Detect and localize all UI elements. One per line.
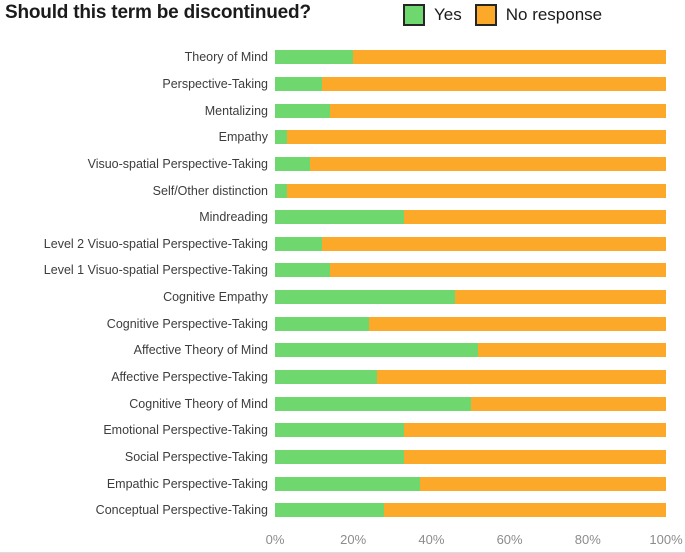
- bar-segment-no-response: [275, 210, 666, 225]
- category-label: Cognitive Empathy: [163, 290, 268, 305]
- x-axis: 0% 20% 40% 60% 80% 100%: [0, 532, 685, 550]
- category-label: Affective Theory of Mind: [133, 343, 268, 358]
- bar-segment-no-response: [275, 476, 666, 491]
- legend-swatch-yes: [403, 4, 425, 26]
- bar-segment-yes: [275, 50, 354, 65]
- bar-segment-yes: [275, 156, 311, 171]
- category-label: Empathy: [218, 130, 268, 145]
- chart-title: Should this term be discontinued?: [5, 2, 311, 23]
- bar-row: Level 2 Visuo-spatial Perspective-Taking: [0, 230, 685, 257]
- bar-segment-no-response: [275, 76, 666, 91]
- bar-segment-yes: [275, 76, 322, 91]
- bar-segment-yes: [275, 476, 420, 491]
- bars-area: Theory of Mind Perspective-Taking Mentaliz…: [0, 44, 685, 524]
- bar-row: Mindreading: [0, 204, 685, 231]
- category-label: Conceptual Perspective-Taking: [95, 503, 268, 518]
- bar-segment-no-response: [275, 236, 666, 251]
- bar-segment-no-response: [275, 423, 666, 438]
- bar-row: Cognitive Theory of Mind: [0, 390, 685, 417]
- bar-segment-no-response: [275, 50, 666, 65]
- category-label: Theory of Mind: [184, 50, 268, 65]
- bar-segment-yes: [275, 183, 287, 198]
- bar-segment-yes: [275, 503, 385, 518]
- bar-row: Self/Other distinction: [0, 177, 685, 204]
- category-label: Social Perspective-Taking: [124, 449, 268, 464]
- bar-row: Level 1 Visuo-spatial Perspective-Taking: [0, 257, 685, 284]
- x-axis-tick: 40%: [418, 532, 445, 547]
- category-label: Self/Other distinction: [152, 183, 268, 198]
- bar-row: Visuo-spatial Perspective-Taking: [0, 151, 685, 178]
- bar-segment-yes: [275, 236, 322, 251]
- x-axis-tick: 0%: [265, 532, 285, 547]
- bar-row: Social Perspective-Taking: [0, 444, 685, 471]
- legend-label-yes: Yes: [434, 5, 462, 24]
- bar-segment-no-response: [275, 396, 666, 411]
- bar-segment-yes: [275, 343, 479, 358]
- bar-segment-no-response: [275, 263, 666, 278]
- bar-segment-yes: [275, 423, 405, 438]
- bar-row: Theory of Mind: [0, 44, 685, 71]
- bar-segment-yes: [275, 316, 369, 331]
- bar-row: Emotional Perspective-Taking: [0, 417, 685, 444]
- bar-segment-yes: [275, 370, 377, 384]
- bar-row: Affective Theory of Mind: [0, 337, 685, 364]
- category-label: Mindreading: [199, 210, 268, 225]
- bar-segment-no-response: [275, 103, 666, 118]
- bar-segment-no-response: [275, 290, 666, 305]
- category-label: Perspective-Taking: [162, 76, 268, 91]
- legend: Yes No response: [403, 4, 615, 26]
- bar-row: Affective Perspective-Taking: [0, 364, 685, 391]
- category-label: Level 2 Visuo-spatial Perspective-Taking: [43, 236, 268, 251]
- category-label: Level 1 Visuo-spatial Perspective-Taking: [43, 263, 268, 278]
- bar-segment-no-response: [275, 156, 666, 171]
- bar-row: Cognitive Empathy: [0, 284, 685, 311]
- bar-segment-no-response: [275, 449, 666, 464]
- bar-row: Empathic Perspective-Taking: [0, 470, 685, 497]
- x-axis-tick: 100%: [649, 532, 683, 547]
- bar-segment-no-response: [275, 316, 666, 331]
- bar-segment-yes: [275, 290, 455, 305]
- bar-segment-yes: [275, 103, 330, 118]
- bar-segment-no-response: [275, 130, 666, 145]
- x-axis-tick: 20%: [340, 532, 367, 547]
- bar-segment-no-response: [275, 503, 666, 518]
- bar-row: Empathy: [0, 124, 685, 151]
- x-axis-tick: 60%: [496, 532, 523, 547]
- bar-segment-yes: [275, 263, 330, 278]
- legend-label-no-response: No response: [505, 5, 603, 24]
- category-label: Visuo-spatial Perspective-Taking: [87, 156, 268, 171]
- bar-segment-no-response: [275, 183, 666, 198]
- legend-swatch-no-response: [474, 4, 497, 26]
- bar-segment-no-response: [275, 370, 666, 384]
- bar-row: Mentalizing: [0, 97, 685, 124]
- category-label: Emotional Perspective-Taking: [103, 423, 268, 438]
- bar-segment-yes: [275, 210, 405, 225]
- bar-segment-yes: [275, 449, 405, 464]
- bar-row: Perspective-Taking: [0, 71, 685, 98]
- category-label: Affective Perspective-Taking: [111, 370, 268, 384]
- bar-segment-yes: [275, 396, 471, 411]
- category-label: Cognitive Perspective-Taking: [106, 316, 268, 331]
- category-label: Cognitive Theory of Mind: [129, 396, 268, 411]
- bar-row: Cognitive Perspective-Taking: [0, 310, 685, 337]
- bar-row: Conceptual Perspective-Taking: [0, 497, 685, 524]
- bar-segment-no-response: [275, 343, 666, 358]
- bar-segment-yes: [275, 130, 287, 145]
- category-label: Mentalizing: [204, 103, 268, 118]
- category-label: Empathic Perspective-Taking: [106, 476, 268, 491]
- x-axis-tick: 80%: [574, 532, 601, 547]
